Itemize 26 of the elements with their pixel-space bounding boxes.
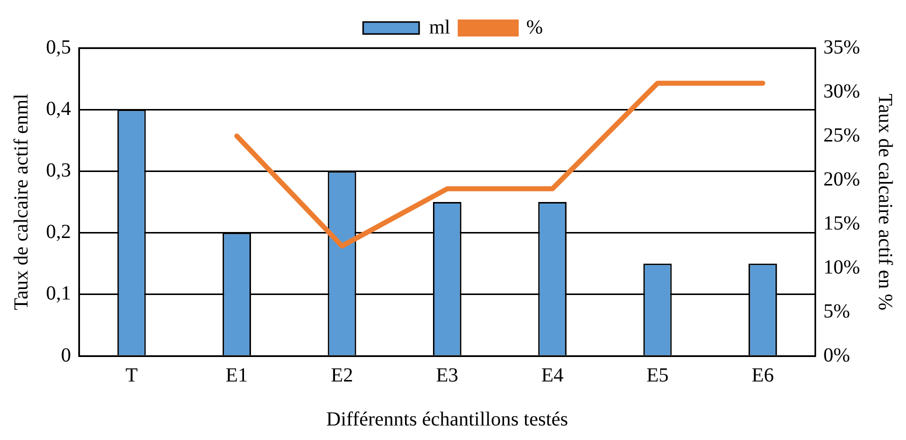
y2-tick-label: 35% [823,36,860,58]
y-tick-label: 0,3 [46,159,71,182]
x-tick-label: E1 [226,364,248,386]
legend-label: % [526,16,543,38]
y-tick-label: 0,4 [46,98,71,120]
legend-label: ml [429,16,451,38]
x-tick-label: E6 [752,364,774,386]
y-tick-label: 0 [61,344,71,366]
x-tick-label: E4 [541,364,564,386]
y2-tick-label: 20% [823,168,860,190]
x-tick-label: T [125,364,138,386]
y2-tick-label: 30% [823,80,860,102]
x-tick-label: E3 [436,364,458,386]
y2-tick-label: 10% [823,256,860,278]
y-tick-label: 0,2 [46,221,71,244]
x-axis-title: Différennts échantillons testés [326,408,568,430]
x-tick-label: E5 [646,364,669,386]
x-tick-label: E2 [330,364,354,386]
y-tick-label: 0,5 [46,36,71,58]
y2-axis-title: Taux de calcaire actif en % [874,94,896,310]
y-tick-label: 0,1 [46,282,71,305]
y2-tick-label: 15% [823,212,860,234]
y2-tick-label: 0% [823,344,850,366]
y2-tick-label: 5% [823,300,850,322]
y2-tick-label: 25% [823,124,860,146]
y-axis-title: Taux de calcaire actif enml [10,93,32,310]
